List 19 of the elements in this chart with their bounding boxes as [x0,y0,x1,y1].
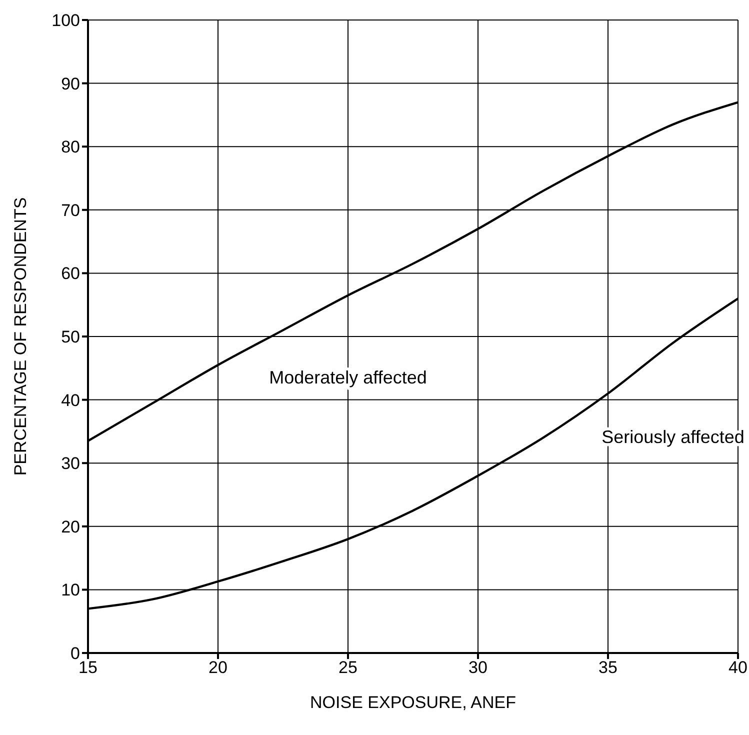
y-tick-label: 90 [61,74,80,94]
y-tick-label: 80 [61,138,80,157]
y-tick-label: 60 [61,264,80,284]
y-axis-title: PERCENTAGE OF RESPONDENTS [11,197,30,476]
x-axis-title: NOISE EXPOSURE, ANEF [310,693,516,712]
y-tick-label: 10 [61,580,80,600]
y-tick-label: 70 [61,200,80,220]
y-tick-label: 50 [61,328,80,347]
y-tick-label: 40 [61,390,80,410]
y-tick-label: 30 [61,454,80,474]
x-tick-label: 20 [208,658,228,678]
y-tick-label: 20 [61,517,80,536]
x-tick-label: 40 [728,658,748,678]
x-tick-label: 30 [468,658,488,678]
y-tick-label: 0 [70,644,80,664]
x-tick-label: 35 [598,658,618,678]
x-tick-label: 15 [78,658,98,678]
x-tick-label: 25 [338,658,358,678]
y-tick-label: 100 [52,11,80,30]
